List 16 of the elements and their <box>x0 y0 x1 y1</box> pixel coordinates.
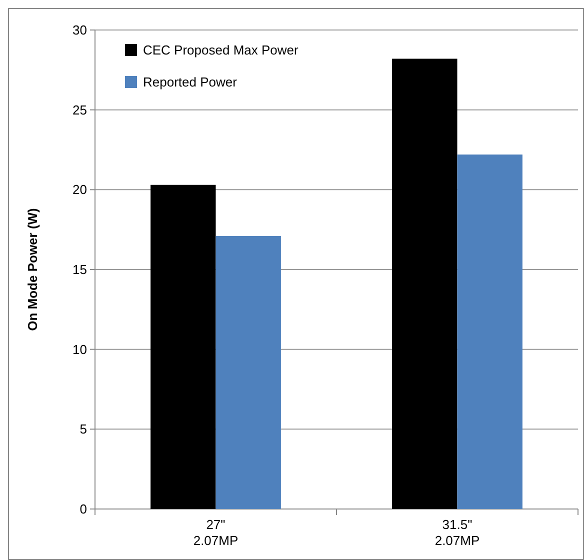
y-tick-label: 25 <box>72 102 87 118</box>
y-tick-label: 5 <box>80 422 87 437</box>
bar <box>457 154 522 509</box>
y-tick-label: 10 <box>72 342 87 357</box>
y-tick-label: 20 <box>72 182 87 198</box>
legend-label: CEC Proposed Max Power <box>143 42 300 58</box>
y-tick-label: 30 <box>72 22 87 38</box>
y-tick-label: 0 <box>80 502 87 517</box>
x-tick-label: 27" 2.07MP <box>193 517 238 548</box>
bar <box>150 184 216 509</box>
bar <box>392 58 458 509</box>
x-tick-label: 31.5" 2.07MP <box>434 517 480 548</box>
y-axis-title: On Mode Power (W) <box>25 208 40 331</box>
legend-label: Reported Power <box>143 74 238 90</box>
bar <box>216 236 281 509</box>
y-tick-label: 15 <box>72 262 87 278</box>
